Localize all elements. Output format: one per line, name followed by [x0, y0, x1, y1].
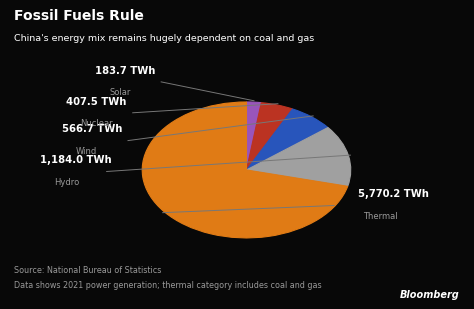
Text: Thermal: Thermal	[363, 212, 397, 221]
Text: Wind: Wind	[76, 147, 97, 156]
Text: 407.5 TWh: 407.5 TWh	[66, 97, 127, 107]
Text: 1,184.0 TWh: 1,184.0 TWh	[40, 155, 112, 165]
Text: 5,770.2 TWh: 5,770.2 TWh	[358, 189, 429, 199]
Text: Fossil Fuels Rule: Fossil Fuels Rule	[14, 9, 144, 23]
Text: Nuclear: Nuclear	[81, 119, 113, 128]
Wedge shape	[246, 102, 261, 170]
Wedge shape	[142, 102, 348, 238]
Text: 566.7 TWh: 566.7 TWh	[62, 125, 122, 134]
Text: Source: National Bureau of Statistics: Source: National Bureau of Statistics	[14, 266, 162, 275]
Text: China's energy mix remains hugely dependent on coal and gas: China's energy mix remains hugely depend…	[14, 34, 314, 43]
Text: 183.7 TWh: 183.7 TWh	[95, 66, 155, 76]
Wedge shape	[246, 128, 351, 186]
Wedge shape	[246, 103, 292, 170]
Text: Solar: Solar	[109, 88, 130, 97]
Text: Data shows 2021 power generation; thermal category includes coal and gas: Data shows 2021 power generation; therma…	[14, 281, 322, 290]
Text: Hydro: Hydro	[55, 178, 80, 187]
Text: Bloomberg: Bloomberg	[400, 290, 460, 300]
Wedge shape	[246, 109, 328, 170]
